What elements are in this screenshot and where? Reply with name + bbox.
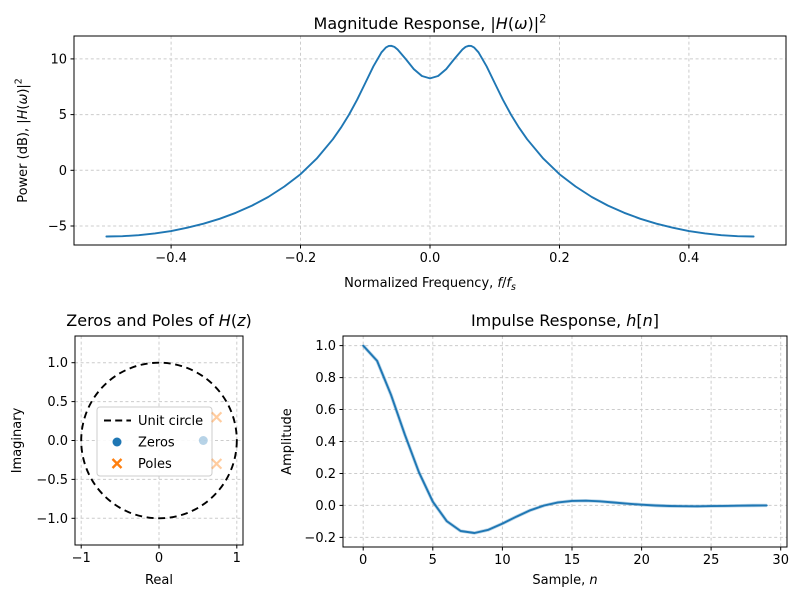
y-tick-label: 0.6 [315, 403, 336, 418]
x-tick-label: 10 [494, 553, 511, 568]
x-tick-label: −0.4 [155, 251, 187, 266]
legend-poles-marker [111, 458, 123, 469]
x-tick-label: 5 [429, 553, 437, 568]
y-tick-label: 10 [50, 52, 67, 67]
x-tick-label: 25 [703, 553, 720, 568]
series-line [105, 44, 755, 238]
x-tick-label: 15 [564, 553, 581, 568]
magnitude-xlabel: Normalized Frequency, f/fs [344, 276, 516, 293]
magnitude-title: Magnitude Response, |H(ω)|2 [314, 11, 547, 33]
magnitude-ylabel: Power (dB), |H(ω)|2 [14, 78, 32, 203]
legend-box [96, 406, 213, 477]
y-tick-label: 1.0 [47, 356, 68, 371]
impulse-ylabel: Amplitude [280, 408, 295, 475]
y-tick-label: 0.8 [315, 371, 336, 386]
y-tick-label: 5 [59, 108, 67, 123]
x-tick-label: 30 [772, 553, 789, 568]
plot-area [74, 36, 786, 245]
x-tick-label: 0.4 [679, 251, 700, 266]
series-line [362, 344, 768, 534]
y-tick-label: 0.2 [315, 467, 336, 482]
pole-zero-chart: −1 0 1 −1.0 −0.5 0.0 0.5 1.0 Unit circle Zeros Pol… [36, 335, 244, 566]
pole-marker [211, 411, 223, 423]
impulse-title: Impulse Response, h[n] [471, 311, 659, 330]
unit-circle [80, 361, 238, 520]
polezero-title: Zeros and Poles of H(z) [66, 311, 251, 330]
y-tick-label: 0 [59, 164, 67, 179]
polezero-ylabel: Imaginary [10, 407, 25, 473]
y-tick-label: 0.5 [47, 395, 68, 410]
legend-zeros-marker [112, 437, 122, 447]
polezero-xlabel: Real [145, 573, 173, 588]
impulse-xlabel: Sample, n [532, 573, 597, 588]
legend-label: Unit circle [138, 414, 203, 429]
impulse-response-chart: 0 5 10 15 20 25 30 −0.2 0.0 0.2 0.4 0.6 0.8 1.0 [304, 335, 789, 568]
y-tick-label: 0.0 [315, 499, 336, 514]
x-tick-label: 20 [633, 553, 650, 568]
y-tick-label: 0.0 [47, 434, 68, 449]
x-tick-label: 1 [233, 551, 241, 566]
legend-label: Poles [138, 457, 172, 472]
zero-marker [198, 436, 208, 445]
x-tick-label: 0 [155, 551, 163, 566]
legend-label: Zeros [138, 436, 175, 451]
y-tick-label: −0.2 [304, 531, 336, 546]
x-tick-label: 0 [359, 553, 367, 568]
y-tick-label: −0.5 [36, 473, 68, 488]
y-tick-label: −5 [48, 220, 67, 235]
y-tick-label: 1.0 [315, 339, 336, 354]
y-tick-label: 0.4 [315, 435, 336, 450]
x-tick-label: −0.2 [285, 251, 317, 266]
x-tick-label: 0.2 [549, 251, 570, 266]
x-tick-label: −1 [72, 551, 91, 566]
pole-marker [211, 458, 223, 470]
magnitude-response-chart: −0.4 −0.2 0.0 0.2 0.4 −5 0 5 10 [48, 35, 787, 266]
x-tick-label: 0.0 [420, 251, 441, 266]
y-tick-label: −1.0 [36, 512, 68, 527]
